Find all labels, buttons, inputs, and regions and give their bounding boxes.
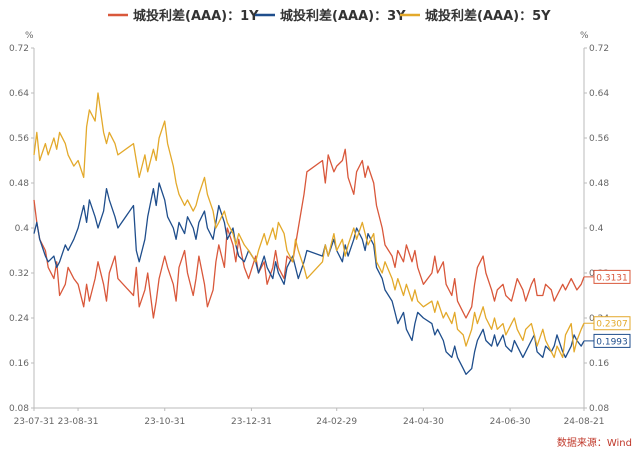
y-tick-label-left: 0.72 xyxy=(9,44,29,54)
end-label-box-3 xyxy=(593,316,631,331)
y-tick-label-left: 0.16 xyxy=(9,359,29,369)
x-tick-label: 24-08-21 xyxy=(564,417,605,427)
y-tick-label-right: 0.16 xyxy=(589,359,609,369)
end-label-value-2: 0.1993 xyxy=(596,337,628,347)
y-tick-label-right: 0.56 xyxy=(589,134,609,144)
series-line-2 xyxy=(33,182,585,375)
y-tick-label-right: 0.4 xyxy=(589,224,604,234)
x-tick-label: 23-08-31 xyxy=(58,417,99,427)
y-tick-label-right: 0.72 xyxy=(589,44,609,54)
y-tick-label-right: 0.08 xyxy=(589,404,609,414)
y-tick-label-right: 0.48 xyxy=(589,179,609,189)
y-tick-label-left: 0.64 xyxy=(9,89,29,99)
left-axis-unit: % xyxy=(25,31,34,41)
end-label-value-3: 0.2307 xyxy=(596,320,628,330)
end-label-box-1 xyxy=(593,269,631,284)
series-lines xyxy=(33,92,585,375)
x-tick-label: 24-02-29 xyxy=(316,417,357,427)
legend: 城投利差(AAA)：1Y 城投利差(AAA)：3Y 城投利差(AAA)：5Y xyxy=(108,8,551,24)
series-line-3 xyxy=(33,92,585,359)
right-axis-unit: % xyxy=(580,31,589,41)
y-tick-label-left: 0.48 xyxy=(9,179,29,189)
series-line-1 xyxy=(33,148,585,319)
x-tick-label: 23-07-31 xyxy=(14,417,55,427)
y-tick-label-left: 0.08 xyxy=(9,404,29,414)
end-labels: 0.3131 0.1993 0.2307 xyxy=(584,269,631,348)
x-tick-label: 24-06-30 xyxy=(490,417,531,427)
y-tick-label-left: 0.32 xyxy=(9,269,29,279)
legend-label-2: 城投利差(AAA)：3Y xyxy=(280,8,406,24)
x-tick-label: 24-04-30 xyxy=(403,417,444,427)
x-tick-label: 23-12-31 xyxy=(231,417,272,427)
y-tick-label-left: 0.24 xyxy=(9,314,29,324)
legend-label-1: 城投利差(AAA)：1Y xyxy=(133,8,259,24)
y-tick-label-left: 0.4 xyxy=(15,224,30,234)
y-tick-label-left: 0.56 xyxy=(9,134,29,144)
x-tick-label: 23-10-31 xyxy=(144,417,185,427)
y-tick-label-right: 0.64 xyxy=(589,89,609,99)
source-note: 数据来源：Wind xyxy=(557,436,632,449)
legend-label-3: 城投利差(AAA)：5Y xyxy=(425,8,551,24)
end-label-value-1: 0.3131 xyxy=(596,273,628,283)
end-label-box-2 xyxy=(593,333,631,348)
